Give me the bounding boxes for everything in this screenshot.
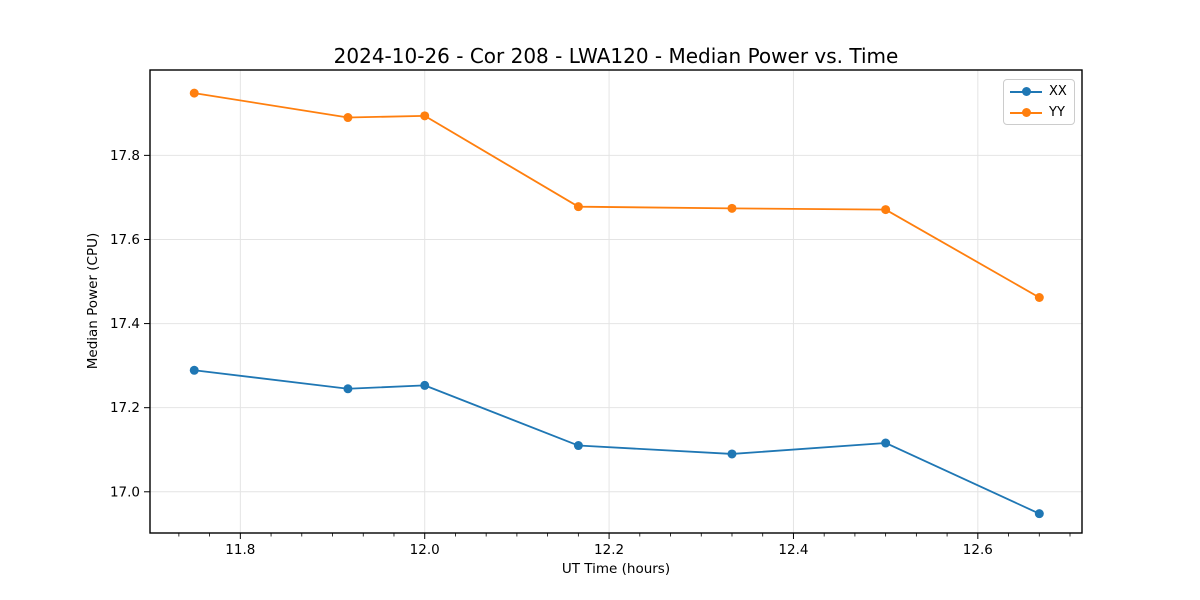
legend-item-yy: YY xyxy=(1010,103,1074,122)
data-point-xx xyxy=(1034,509,1044,519)
legend-marker-swatch xyxy=(1021,87,1031,96)
plot-border xyxy=(149,69,1083,534)
y-tick-label: 17.4 xyxy=(110,316,140,332)
legend-sample xyxy=(1010,108,1042,117)
data-point-yy xyxy=(881,205,891,215)
data-point-yy xyxy=(420,111,430,121)
y-tick-label: 17.8 xyxy=(110,148,140,164)
data-point-xx xyxy=(727,449,737,459)
series-line-yy xyxy=(194,92,1040,299)
data-point-yy xyxy=(573,202,583,212)
x-axis-label: UT Time (hours) xyxy=(561,561,671,577)
legend-sample xyxy=(1010,87,1042,96)
x-tick-label: 12.4 xyxy=(778,542,808,558)
data-point-yy xyxy=(727,203,737,213)
legend-item-xx: XX xyxy=(1010,82,1074,101)
data-point-yy xyxy=(1034,293,1044,303)
legend-label: XX xyxy=(1049,84,1067,99)
legend-label: YY xyxy=(1049,105,1065,120)
y-axis-label-text: Median Power (CPU) xyxy=(85,232,101,370)
x-tick-label: 12.0 xyxy=(410,542,440,558)
data-point-xx xyxy=(420,380,430,390)
x-tick-label: 12.6 xyxy=(963,542,993,558)
data-point-yy xyxy=(343,113,353,123)
data-point-xx xyxy=(573,441,583,451)
x-tick-label: 12.2 xyxy=(594,542,624,558)
data-point-yy xyxy=(189,88,199,98)
data-point-xx xyxy=(189,365,199,375)
data-point-xx xyxy=(881,438,891,448)
data-point-xx xyxy=(343,384,353,394)
y-tick-label: 17.0 xyxy=(110,484,140,500)
x-tick-label: 11.8 xyxy=(225,542,255,558)
chart-title: 2024-10-26 - Cor 208 - LWA120 - Median P… xyxy=(333,44,899,68)
legend: XX YY xyxy=(1003,79,1075,125)
legend-marker-swatch xyxy=(1021,108,1031,117)
y-tick-label: 17.6 xyxy=(110,232,140,248)
y-tick-label: 17.2 xyxy=(110,400,140,416)
